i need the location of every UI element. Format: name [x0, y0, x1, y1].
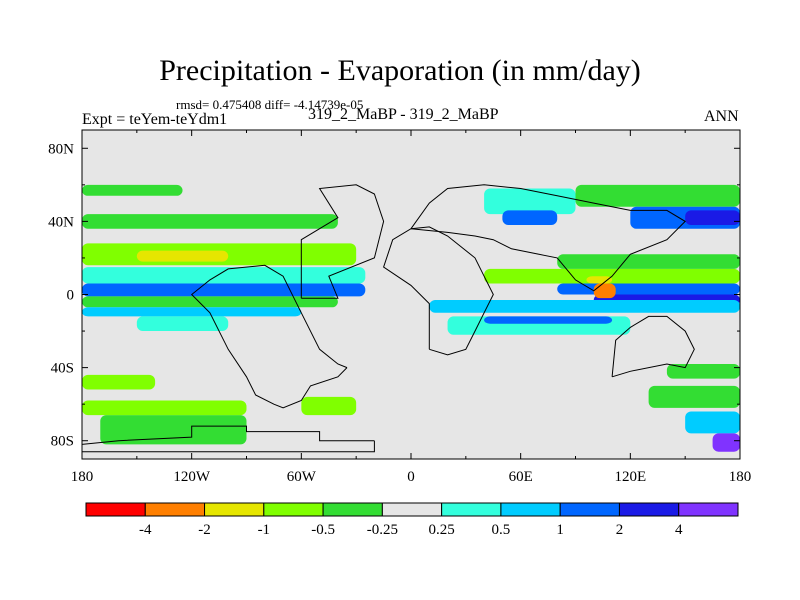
experiment-label: Expt = teYem-teYdm1 [82, 111, 228, 128]
field-band [136, 250, 229, 262]
x-tick-label: 60W [287, 469, 317, 485]
y-tick-label: 40N [48, 214, 74, 230]
colorbar-label: 1 [556, 522, 564, 538]
land-outline [82, 425, 375, 453]
field-band [82, 296, 338, 308]
colorbar-swatch [263, 502, 324, 517]
season-label: ANN [704, 108, 739, 125]
colorbar-swatch [85, 502, 146, 517]
field-band [82, 283, 366, 297]
land-outline [410, 184, 687, 292]
colorbar-label: -0.25 [367, 522, 398, 538]
colorbar-swatch [144, 502, 206, 517]
x-tick-label: 180 [729, 469, 752, 485]
field-band [484, 316, 613, 324]
colorbar-swatch [441, 502, 502, 517]
run-label: 319_2_MaBP - 319_2_MaBP [308, 106, 499, 123]
x-tick-label: 180 [71, 469, 94, 485]
colorbar-label: -0.5 [311, 522, 335, 538]
chart-title: Precipitation - Evaporation (in mm/day) [159, 54, 641, 87]
colorbar-swatch [204, 502, 265, 517]
colorbar-swatch [500, 502, 561, 517]
field-band [429, 299, 740, 313]
field-band [82, 214, 338, 229]
land-outline [190, 264, 348, 409]
x-tick-label: 0 [407, 469, 415, 485]
stats-label: rmsd= 0.475408 diff= -4.14739e-05 [176, 97, 364, 112]
land-outline [611, 315, 695, 378]
field-band [685, 411, 740, 434]
colorbar-label: -4 [139, 522, 152, 538]
colorbar-label: 2 [616, 522, 624, 538]
colorbar-label: -1 [258, 522, 271, 538]
land-outline [383, 226, 494, 356]
field-band [484, 188, 576, 215]
colorbar-swatch [559, 502, 620, 517]
land-outline [300, 184, 385, 299]
y-tick-label: 80S [51, 434, 74, 450]
y-tick-label: 0 [67, 288, 75, 304]
field-band [82, 400, 247, 416]
colorbar-swatch [381, 502, 443, 517]
colorbar-label: 0.5 [492, 522, 511, 538]
field-band [593, 283, 616, 299]
field-band [82, 307, 302, 317]
field-band [502, 210, 558, 226]
field-band [82, 267, 366, 284]
x-tick-label: 60E [509, 469, 533, 485]
x-tick-label: 120E [614, 469, 646, 485]
colorbar-label: 4 [675, 522, 683, 538]
field-band [712, 433, 740, 452]
field-band [100, 415, 247, 445]
colorbar-label: 0.25 [429, 522, 455, 538]
colorbar-swatch [322, 502, 383, 517]
colorbar-label: -2 [198, 522, 211, 538]
colorbar-swatch [678, 502, 739, 517]
field-band [136, 316, 229, 332]
field-band [557, 254, 740, 269]
field-band [648, 385, 740, 408]
field-band [82, 184, 183, 196]
field-band [575, 184, 740, 207]
y-tick-label: 40S [51, 361, 74, 377]
field-band [301, 396, 357, 416]
field-band [685, 210, 740, 226]
x-tick-label: 120W [173, 469, 211, 485]
field-band [82, 374, 156, 390]
y-tick-label: 80N [48, 141, 74, 157]
colorbar-swatch [618, 502, 680, 517]
